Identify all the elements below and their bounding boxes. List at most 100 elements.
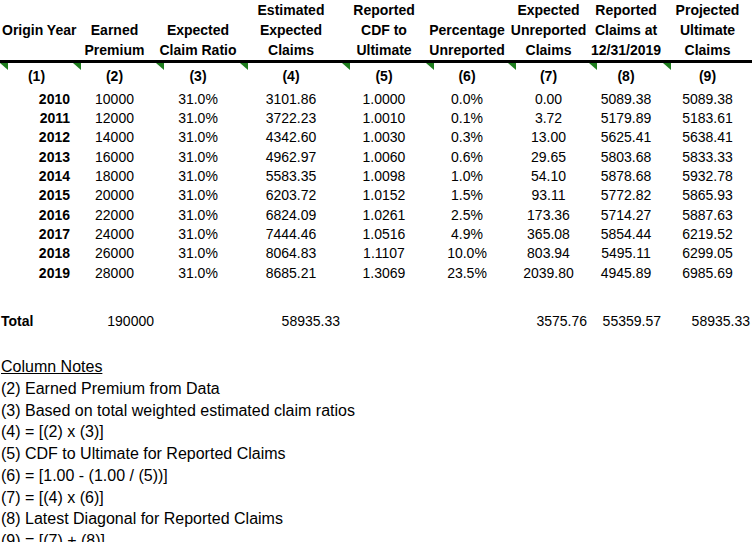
value-cell[interactable]: 6299.05 (663, 244, 752, 263)
value-cell[interactable]: 173.36 (508, 205, 589, 224)
value-cell[interactable]: 5772.82 (589, 186, 663, 205)
value-cell[interactable]: 5803.68 (589, 147, 663, 166)
year-cell[interactable]: 2012 (0, 128, 73, 147)
header-cell[interactable]: Unreported (426, 40, 508, 62)
value-cell[interactable]: 1.5% (426, 186, 508, 205)
value-cell[interactable]: 31.0% (156, 89, 240, 108)
note-line[interactable]: (9) = [(7) + (8)] (1, 530, 752, 542)
header-cell[interactable] (156, 0, 240, 20)
value-cell[interactable]: 1.0000 (342, 89, 426, 108)
value-cell[interactable]: 5183.61 (663, 108, 752, 127)
value-cell[interactable]: 2039.80 (508, 263, 589, 282)
total-value-cell[interactable]: 58935.33 (240, 311, 342, 331)
column-number-cell[interactable]: (1) (0, 62, 73, 90)
year-cell[interactable]: 2014 (0, 166, 73, 185)
header-cell[interactable]: Projected (663, 0, 752, 20)
value-cell[interactable]: 5638.41 (663, 128, 752, 147)
note-line[interactable]: (8) Latest Diagonal for Reported Claims (1, 509, 752, 531)
value-cell[interactable]: 29.65 (508, 147, 589, 166)
header-cell[interactable] (426, 0, 508, 20)
year-cell[interactable]: 2010 (0, 89, 73, 108)
value-cell[interactable]: 8685.21 (240, 263, 342, 282)
value-cell[interactable]: 6824.09 (240, 205, 342, 224)
value-cell[interactable]: 4962.97 (240, 147, 342, 166)
value-cell[interactable]: 31.0% (156, 186, 240, 205)
total-value-cell[interactable] (426, 311, 508, 331)
value-cell[interactable]: 5495.11 (589, 244, 663, 263)
value-cell[interactable]: 0.3% (426, 128, 508, 147)
header-cell[interactable]: Claims (240, 40, 342, 62)
value-cell[interactable]: 1.0152 (342, 186, 426, 205)
value-cell[interactable]: 4.9% (426, 224, 508, 243)
value-cell[interactable]: 31.0% (156, 244, 240, 263)
value-cell[interactable]: 6203.72 (240, 186, 342, 205)
column-number-cell[interactable]: (7) (508, 62, 589, 90)
value-cell[interactable]: 6219.52 (663, 224, 752, 243)
header-cell[interactable]: Claims at (589, 20, 663, 40)
note-line[interactable]: (7) = [(4) x (6)] (1, 487, 752, 509)
value-cell[interactable]: 3.72 (508, 108, 589, 127)
value-cell[interactable]: 12000 (73, 108, 156, 127)
note-line[interactable]: (3) Based on total weighted estimated cl… (1, 400, 752, 422)
value-cell[interactable]: 31.0% (156, 166, 240, 185)
value-cell[interactable]: 31.0% (156, 147, 240, 166)
header-cell[interactable]: Claims (663, 40, 752, 62)
header-cell[interactable]: Expected (156, 20, 240, 40)
value-cell[interactable]: 23.5% (426, 263, 508, 282)
value-cell[interactable]: 1.0261 (342, 205, 426, 224)
year-cell[interactable]: 2019 (0, 263, 73, 282)
header-cell[interactable]: CDF to (342, 20, 426, 40)
header-cell[interactable]: Claim Ratio (156, 40, 240, 62)
value-cell[interactable]: 5865.93 (663, 186, 752, 205)
value-cell[interactable]: 31.0% (156, 263, 240, 282)
header-cell[interactable] (73, 0, 156, 20)
value-cell[interactable]: 24000 (73, 224, 156, 243)
note-line[interactable]: (2) Earned Premium from Data (1, 378, 752, 400)
value-cell[interactable]: 5089.38 (663, 89, 752, 108)
value-cell[interactable]: 5878.68 (589, 166, 663, 185)
header-cell[interactable]: Percentage (426, 20, 508, 40)
value-cell[interactable]: 6985.69 (663, 263, 752, 282)
column-number-cell[interactable]: (5) (342, 62, 426, 90)
column-notes-heading[interactable]: Column Notes (1, 356, 752, 378)
value-cell[interactable]: 3722.23 (240, 108, 342, 127)
total-value-cell[interactable]: 3575.76 (508, 311, 589, 331)
value-cell[interactable]: 20000 (73, 186, 156, 205)
value-cell[interactable]: 31.0% (156, 108, 240, 127)
value-cell[interactable]: 10.0% (426, 244, 508, 263)
value-cell[interactable]: 5179.89 (589, 108, 663, 127)
header-cell[interactable]: Claims (508, 40, 589, 62)
note-line[interactable]: (4) = [(2) x (3)] (1, 422, 752, 444)
column-number-cell[interactable]: (4) (240, 62, 342, 90)
header-cell[interactable]: Ultimate (663, 20, 752, 40)
value-cell[interactable]: 0.1% (426, 108, 508, 127)
value-cell[interactable]: 1.0030 (342, 128, 426, 147)
value-cell[interactable]: 5714.27 (589, 205, 663, 224)
value-cell[interactable]: 0.00 (508, 89, 589, 108)
value-cell[interactable]: 18000 (73, 166, 156, 185)
value-cell[interactable]: 5887.63 (663, 205, 752, 224)
value-cell[interactable]: 1.0010 (342, 108, 426, 127)
value-cell[interactable]: 8064.83 (240, 244, 342, 263)
value-cell[interactable]: 22000 (73, 205, 156, 224)
value-cell[interactable]: 1.0060 (342, 147, 426, 166)
header-cell[interactable]: Earned (73, 20, 156, 40)
value-cell[interactable]: 26000 (73, 244, 156, 263)
value-cell[interactable]: 14000 (73, 128, 156, 147)
year-cell[interactable]: 2018 (0, 244, 73, 263)
header-cell[interactable]: 12/31/2019 (589, 40, 663, 62)
column-number-cell[interactable]: (2) (73, 62, 156, 90)
value-cell[interactable]: 16000 (73, 147, 156, 166)
header-cell[interactable]: Reported (589, 0, 663, 20)
value-cell[interactable]: 31.0% (156, 205, 240, 224)
value-cell[interactable]: 5625.41 (589, 128, 663, 147)
header-cell[interactable]: Expected (240, 20, 342, 40)
value-cell[interactable]: 5932.78 (663, 166, 752, 185)
total-value-cell[interactable] (156, 311, 240, 331)
value-cell[interactable]: 4342.60 (240, 128, 342, 147)
column-number-cell[interactable]: (3) (156, 62, 240, 90)
header-cell[interactable]: Premium (73, 40, 156, 62)
value-cell[interactable]: 1.0098 (342, 166, 426, 185)
value-cell[interactable]: 5854.44 (589, 224, 663, 243)
total-label-cell[interactable]: Total (0, 311, 73, 331)
